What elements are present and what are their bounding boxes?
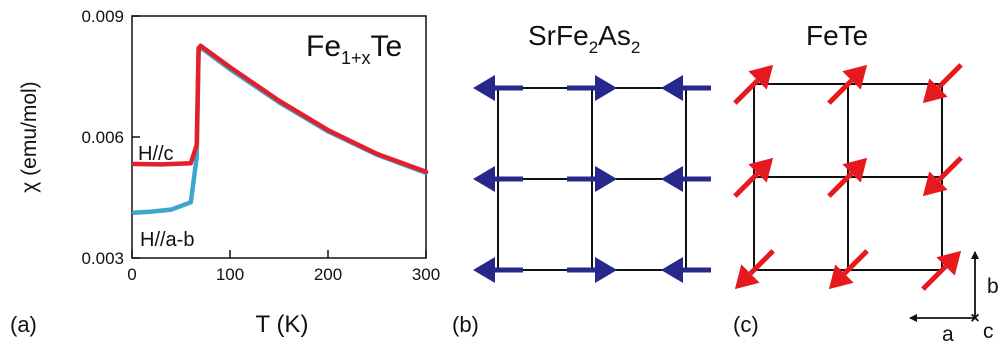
spin-arrow-c: [827, 64, 868, 105]
spin-layer-b: [473, 75, 711, 283]
axis-label-b: b: [987, 275, 999, 298]
spin-arrow-c: [733, 157, 774, 198]
panel-title-c: FeTe: [806, 20, 868, 51]
series-line-hab: [131, 45, 429, 216]
spin-arrow-b: [567, 257, 617, 283]
spin-arrow-c: [921, 250, 962, 291]
spin-arrow-b: [473, 166, 523, 192]
spin-arrow-c: [922, 63, 963, 104]
lattice-panel-c: FeTe (c) × b a c: [733, 20, 999, 346]
axis-c-symbol: ×: [970, 310, 979, 327]
y-tick-label: 0.006: [81, 128, 124, 147]
panel-label-a: (a): [10, 312, 37, 337]
spin-arrow-b: [567, 75, 617, 101]
series-layer: [131, 43, 429, 216]
axis-label-a: a: [942, 323, 954, 346]
y-axis-label: χ (emu/mol): [18, 81, 41, 192]
spin-arrow-c: [827, 157, 868, 198]
spin-arrow-b: [473, 257, 523, 283]
panel-label-c: (c): [733, 312, 759, 337]
spin-arrow-b: [661, 257, 711, 283]
susceptibility-chart: 0 100 200 300 0.003 0.006 0.009 Fe1+xTe H//c H…: [10, 7, 440, 338]
series-label-hab: H//a-b: [140, 229, 194, 251]
spin-arrow-b: [567, 166, 617, 192]
spin-arrow-b: [661, 75, 711, 101]
axis-label-c: c: [983, 320, 994, 343]
x-tick-label: 100: [216, 265, 244, 284]
x-tick-label: 0: [127, 265, 136, 284]
spin-arrow-c: [922, 156, 963, 197]
spin-arrow-c: [733, 64, 774, 105]
x-tick-label: 300: [412, 265, 440, 284]
x-tick-label: 200: [314, 265, 342, 284]
crystal-axes: × b a c: [909, 251, 999, 346]
chart-title: Fe1+xTe: [306, 30, 402, 68]
x-axis-label: T (K): [256, 311, 309, 338]
series-line-hc: [131, 43, 429, 174]
tick-layer: 0 100 200 300 0.003 0.006 0.009: [81, 7, 440, 284]
spin-arrow-c: [828, 249, 869, 290]
lattice-panel-b: SrFe2As2 (b): [452, 20, 711, 337]
series-label-hc: H//c: [138, 143, 174, 165]
spin-layer-c: [733, 63, 963, 291]
y-tick-label: 0.009: [81, 7, 124, 26]
spin-arrow-b: [661, 166, 711, 192]
spin-arrow-b: [473, 75, 523, 101]
panel-title-b: SrFe2As2: [528, 20, 640, 57]
panel-label-b: (b): [452, 312, 479, 337]
spin-arrow-c: [734, 249, 775, 290]
y-tick-label: 0.003: [81, 249, 124, 268]
